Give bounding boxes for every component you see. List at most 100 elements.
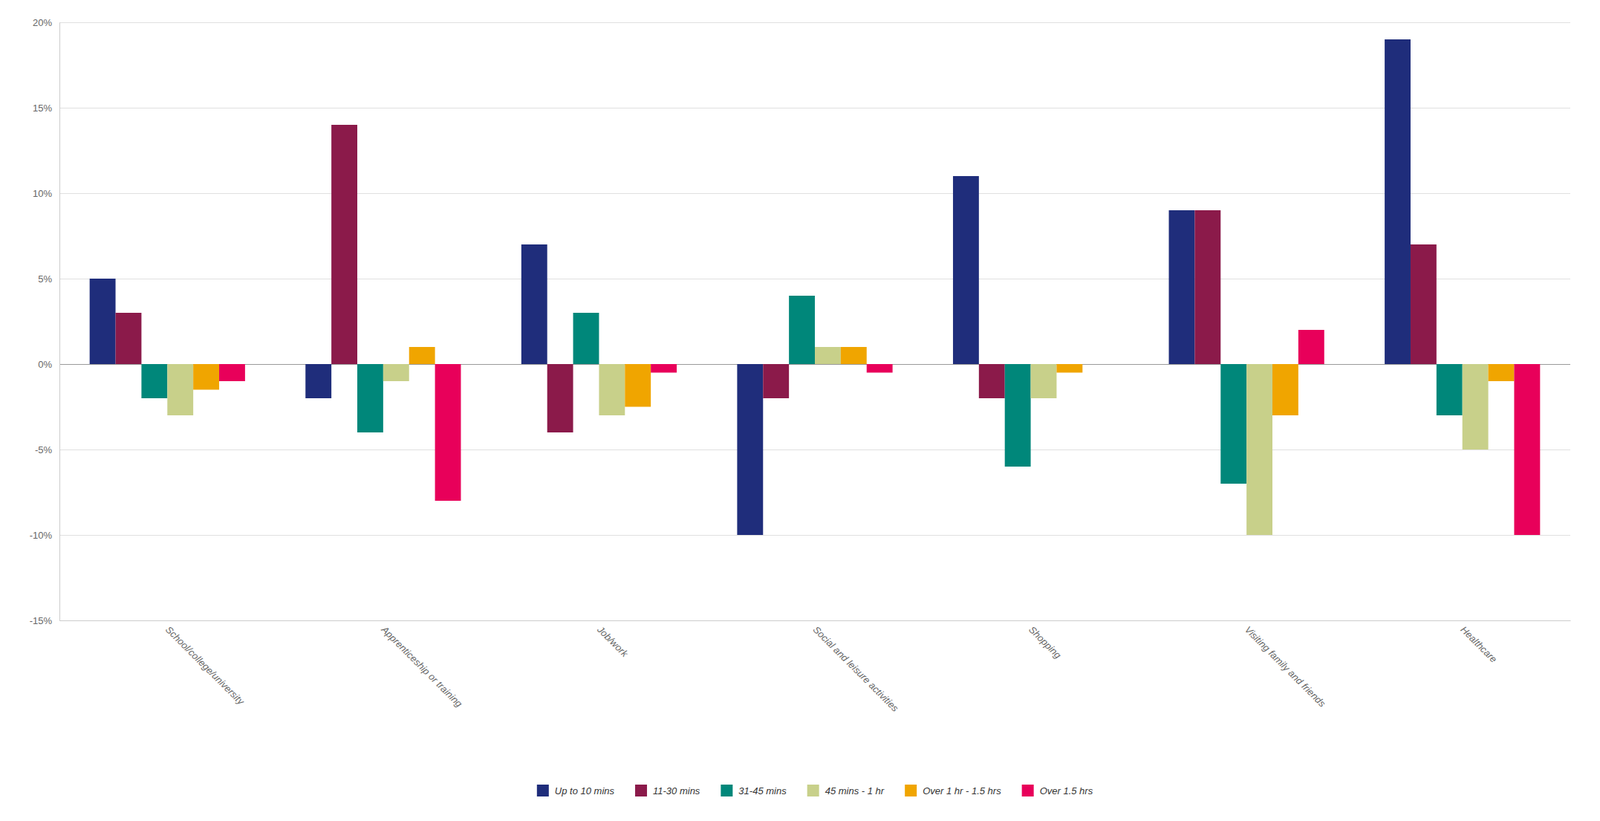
bar: [573, 312, 600, 364]
y-tick-label: 20%: [32, 17, 52, 29]
bar: [1462, 363, 1489, 450]
y-tick: 20%: [32, 17, 60, 29]
y-tick-label: 10%: [32, 187, 52, 200]
legend-swatch: [537, 784, 549, 797]
bar: [1384, 39, 1411, 364]
bar: [840, 346, 867, 364]
grid-line: [59, 22, 1571, 24]
bar-series: [219, 329, 1540, 535]
bar: [814, 346, 841, 364]
bar: [193, 363, 220, 390]
chart: -15% -10% -5% 0% 5% 10% 15% 20% School/college/u…: [0, 0, 1600, 821]
legend-label: 31-45 mins: [738, 785, 787, 797]
y-tick: -15%: [29, 615, 60, 627]
bar: [1056, 363, 1083, 373]
bar: [1031, 363, 1058, 399]
x-tick-label: Apprenticeship or training: [378, 623, 465, 710]
bar: [357, 363, 384, 433]
bar: [167, 363, 194, 416]
legend-swatch: [635, 784, 647, 797]
x-axis-line: [60, 620, 1572, 621]
bar: [1513, 363, 1540, 535]
bar: [866, 363, 893, 373]
bar-series: [167, 346, 1488, 535]
x-tick-label: Shopping: [1026, 623, 1064, 662]
bar: [1272, 363, 1299, 416]
y-tick: 5%: [37, 273, 60, 285]
bar: [1246, 363, 1273, 535]
bar: [598, 363, 625, 416]
grid-line: [59, 534, 1571, 536]
x-tick: Shopping: [1026, 620, 1064, 662]
legend: Up to 10 mins 11-30 mins 31-45 mins 45 mins…: [537, 784, 1094, 797]
y-tick: -5%: [34, 444, 60, 456]
bar: [1194, 210, 1221, 364]
legend-swatch: [904, 784, 917, 797]
grid-line: [59, 278, 1571, 280]
y-tick: -10%: [29, 529, 60, 541]
bar: [1005, 363, 1032, 467]
legend-label: Over 1.5 hrs: [1039, 785, 1094, 797]
x-tick: Social and leisure activities: [811, 620, 902, 714]
x-tick: Healthcare: [1458, 620, 1499, 665]
grid-line: [59, 449, 1571, 451]
bar: [953, 176, 980, 364]
bar: [1410, 244, 1437, 364]
grid-line: [59, 193, 1571, 194]
legend-item: 11-30 mins: [635, 784, 701, 797]
bar: [624, 363, 651, 408]
bar: [1488, 363, 1515, 382]
bar: [788, 295, 815, 364]
legend-item: Over 1.5 hrs: [1022, 784, 1094, 797]
y-tick-label: -5%: [34, 444, 53, 456]
legend-label: Over 1 hr - 1.5 hrs: [922, 785, 1002, 797]
legend-item: Up to 10 mins: [537, 784, 616, 797]
bar: [305, 363, 332, 399]
y-tick-label: 0%: [37, 358, 52, 370]
x-axis: School/college/university Apprenticeship …: [60, 620, 1572, 714]
bar: [1169, 210, 1196, 364]
y-axis-line: [59, 23, 61, 621]
bar: [979, 363, 1006, 399]
y-tick-label: -15%: [29, 615, 53, 627]
legend-swatch: [720, 784, 733, 797]
bar: [115, 312, 142, 364]
bar: [547, 363, 574, 433]
x-tick-label: Job/work: [594, 623, 631, 660]
grid-line: [59, 107, 1571, 109]
x-tick: Job/work: [594, 620, 631, 660]
x-tick-label: Social and leisure activities: [811, 623, 902, 714]
bar: [141, 363, 168, 399]
y-tick-label: -10%: [29, 529, 53, 541]
x-tick: Visiting family and friends: [1242, 620, 1329, 710]
bar: [650, 363, 677, 373]
bar: [383, 363, 410, 382]
x-tick-label: Healthcare: [1458, 623, 1499, 665]
x-tick-label: School/college/university: [163, 623, 248, 708]
legend-swatch: [807, 784, 820, 797]
bar: [1082, 363, 1109, 365]
bar: [762, 363, 789, 399]
bar: [331, 124, 358, 364]
grid-line: [59, 620, 1571, 621]
bar: [409, 346, 436, 364]
legend-label: 45 mins - 1 hr: [825, 785, 885, 797]
legend-item: 31-45 mins: [720, 784, 787, 797]
legend-swatch: [1022, 784, 1034, 797]
y-axis: -15% -10% -5% 0% 5% 10% 15% 20%: [29, 17, 61, 627]
bar: [89, 278, 116, 364]
y-tick: 15%: [32, 102, 60, 114]
x-tick: School/college/university: [163, 620, 248, 708]
y-tick-label: 15%: [32, 102, 52, 114]
legend-item: 45 mins - 1 hr: [807, 784, 885, 797]
bar: [1436, 363, 1463, 416]
bars: [89, 39, 1541, 535]
y-tick: 0%: [37, 358, 60, 370]
y-tick: 10%: [32, 187, 60, 200]
legend-label: 11-30 mins: [652, 785, 701, 797]
bar: [521, 244, 548, 364]
bar: [1298, 329, 1325, 364]
bar-series: [89, 39, 1411, 535]
bar: [1220, 363, 1247, 484]
bar: [435, 363, 462, 501]
